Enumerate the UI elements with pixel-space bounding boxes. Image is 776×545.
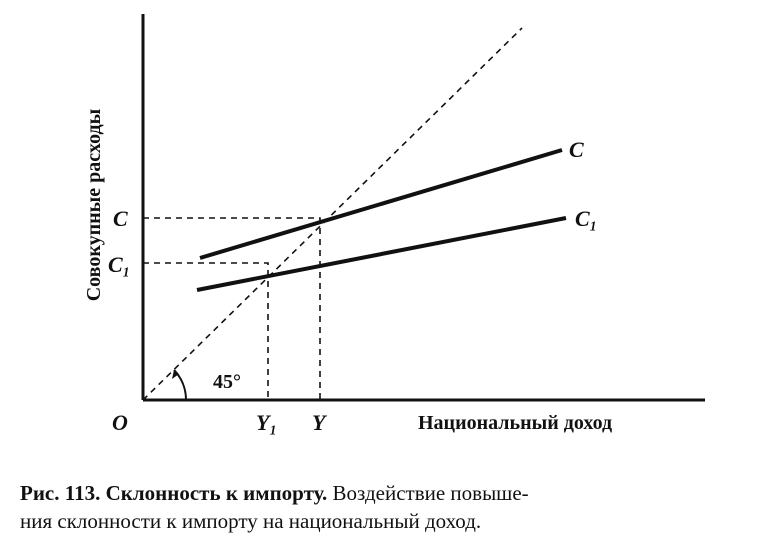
- line-c1-label: C₁: [575, 206, 597, 231]
- x-axis-title: Национальный доход: [418, 412, 612, 434]
- y-axis-title: Совокупные расходы: [83, 108, 105, 301]
- 45-degree-line: [142, 27, 523, 401]
- guide-c1: [143, 262, 269, 400]
- angle-label: 45°: [213, 371, 241, 393]
- line-c-label: C: [569, 137, 584, 162]
- caption-text: Воздействие повыше-: [333, 481, 529, 505]
- angle-arrow: [172, 370, 179, 379]
- caption-figure: Рис. 113. Склонность к импорту.: [20, 481, 327, 505]
- line-c1: [196, 216, 567, 292]
- y1-label: Y₁: [256, 410, 277, 435]
- origin-label: O: [112, 410, 128, 435]
- y-label: Y: [312, 410, 328, 435]
- caption-text: ния склонности к импорту на национальный…: [20, 509, 481, 533]
- c-axis-label: C: [113, 206, 128, 231]
- guide-c: [143, 217, 321, 400]
- line-c: [199, 148, 563, 260]
- c1-axis-label: C₁: [108, 252, 130, 277]
- caption-line: Рис. 113. Склонность к импорту. Воздейст…: [20, 481, 529, 505]
